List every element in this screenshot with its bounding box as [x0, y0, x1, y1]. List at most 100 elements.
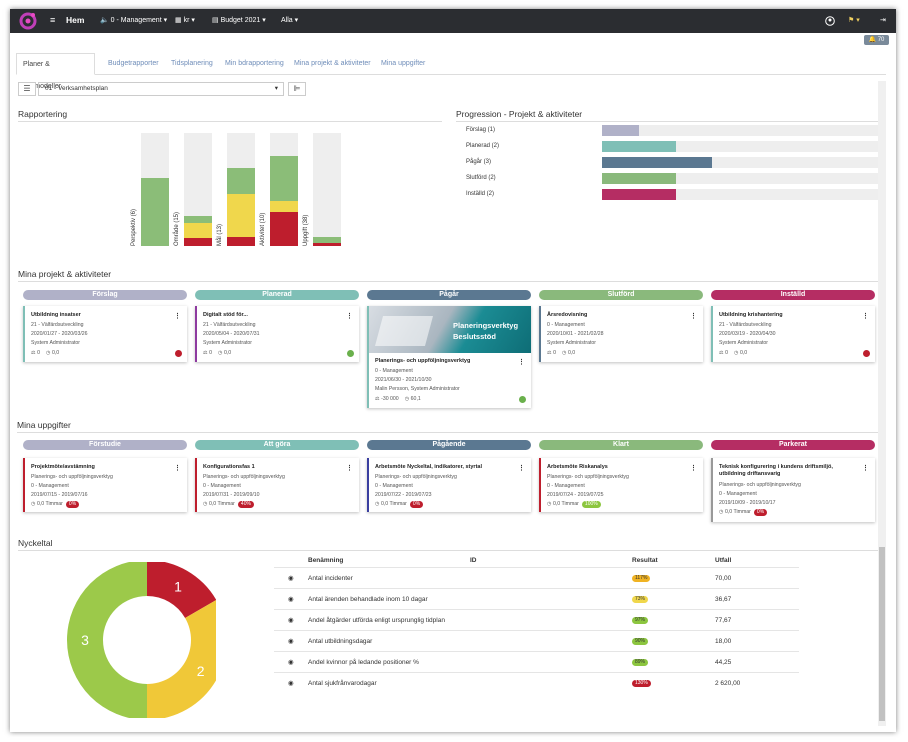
currency-menu[interactable]: ▦ kr ▾: [175, 17, 195, 24]
task-card[interactable]: ⋮ Projektmöte/avstämning Planerings- och u…: [23, 458, 187, 512]
progression-bar-fill: [602, 141, 676, 152]
eye-icon[interactable]: ◉: [288, 575, 294, 582]
eye-icon[interactable]: ◉: [288, 617, 294, 624]
tab-tidsplanering[interactable]: Tidsplanering: [171, 60, 213, 67]
report-bar[interactable]: [184, 133, 212, 246]
filter-icon[interactable]: ☰: [18, 82, 36, 96]
donut-slice[interactable]: [147, 562, 216, 618]
eye-icon[interactable]: ◉: [288, 680, 294, 687]
report-bar-red-segment: [227, 237, 255, 246]
kpi-row[interactable]: ◉ Antal ärenden behandlade inom 10 dagar 7…: [274, 588, 799, 609]
more-options-icon[interactable]: ⋮: [690, 465, 697, 472]
card-hours: 0,0 Timmar: [380, 501, 407, 507]
report-bar[interactable]: [227, 133, 255, 246]
eye-icon[interactable]: ◉: [288, 638, 294, 645]
kpi-row[interactable]: ◉ Antal incidenter 117% 70,00: [274, 567, 799, 588]
tree-view-icon[interactable]: ⊫: [288, 82, 306, 96]
tab-mina-uppgifter[interactable]: Mina uppgifter: [381, 60, 426, 67]
kpi-outcome: 44,25: [715, 659, 732, 666]
card-title[interactable]: Teknisk konfigurering i kundens driftsmi…: [719, 464, 833, 477]
report-bar-green-segment: [270, 155, 298, 201]
kpi-row[interactable]: ◉ Antal sjukfrånvarodagar 130% 2 620,00: [274, 672, 799, 693]
report-bar[interactable]: [270, 133, 298, 246]
more-options-icon[interactable]: ⋮: [518, 359, 525, 366]
kpi-row[interactable]: ◉ Antal utbildningsdagar 90% 18,00: [274, 630, 799, 651]
task-card[interactable]: ⋮ Arbetsmöte Nyckeltal, indikatorer, styr…: [367, 458, 531, 512]
card-title[interactable]: Utbildning krishantering: [719, 312, 783, 318]
management-menu[interactable]: 🔈 0 - Management ▾: [100, 17, 168, 24]
more-options-icon[interactable]: ⋮: [862, 313, 869, 320]
card-unit: 0 - Management: [547, 483, 585, 489]
progression-bar-fill: [602, 125, 639, 136]
tab-budgetrapporter[interactable]: Budgetrapporter: [108, 60, 159, 67]
hamburger-menu-icon[interactable]: ≡: [50, 15, 56, 25]
tab-planer[interactable]: Planer & styrmodeller: [16, 53, 95, 90]
card-title[interactable]: Konfigurationsfas 1: [203, 464, 255, 470]
app-logo-icon[interactable]: [18, 11, 38, 31]
tab-min-rapportering[interactable]: Min bdrapportering: [225, 60, 284, 67]
card-title[interactable]: Digitalt stöd för...: [203, 312, 248, 318]
card-subtitle: 21 - Välfärdsutveckling: [31, 322, 84, 328]
card-title[interactable]: Planerings- och uppföljningsverktyg: [375, 358, 471, 364]
task-card[interactable]: ⋮ Teknisk konfigurering i kundens driftsm…: [711, 458, 875, 522]
project-card[interactable]: ⋮ Årsredovisning 0 - Management 2020/10/01 …: [539, 306, 703, 362]
report-bar[interactable]: [313, 133, 341, 246]
progression-bar[interactable]: [602, 125, 878, 136]
plan-select-value: 01 - Verksamhetsplan: [45, 85, 108, 92]
kpi-row[interactable]: ◉ Andel kvinnor på ledande positioner % 89…: [274, 651, 799, 672]
more-options-icon[interactable]: ⋮: [346, 465, 353, 472]
notification-badge[interactable]: 🔔 70: [864, 35, 889, 45]
budget-menu[interactable]: ▤ Budget 2021 ▾: [212, 17, 266, 24]
nyckeltal-donut-chart: 1 2 3: [67, 562, 216, 718]
more-options-icon[interactable]: ⋮: [862, 465, 869, 472]
more-options-icon[interactable]: ⋮: [346, 313, 353, 320]
donut-slice[interactable]: [147, 600, 216, 718]
app-window: ≡ Hem 🔈 0 - Management ▾ ▦ kr ▾ ▤ Budget…: [10, 9, 896, 732]
progression-bar[interactable]: [602, 157, 878, 168]
task-card[interactable]: ⋮ Arbetsmöte Riskanalys Planerings- och up…: [539, 458, 703, 512]
card-title[interactable]: Projektmöte/avstämning: [31, 464, 95, 470]
donut-slice[interactable]: [67, 562, 147, 718]
more-options-icon[interactable]: ⋮: [518, 465, 525, 472]
project-card[interactable]: ⋮ Utbildning insatser 21 - Välfärdsutveckl…: [23, 306, 187, 362]
progression-bar[interactable]: [602, 141, 878, 152]
project-card[interactable]: ⋮ Utbildning krishantering 21 - Välfärdsut…: [711, 306, 875, 362]
card-title[interactable]: Årsredovisning: [547, 312, 588, 318]
clock-icon: ◷: [547, 501, 553, 507]
project-card[interactable]: ⋮ Planeringsverktyg Beslutsstöd Planerings-…: [367, 306, 531, 408]
report-bar[interactable]: [141, 133, 169, 246]
scale-icon: ⚖: [31, 350, 38, 356]
progression-bar[interactable]: [602, 173, 878, 184]
logout-icon[interactable]: ⇥: [880, 17, 886, 24]
scrollbar[interactable]: [878, 81, 886, 726]
card-dates: 2021/06/30 - 2021/10/30: [375, 377, 432, 383]
tab-mina-projekt[interactable]: Mina projekt & aktiviteter: [294, 60, 371, 67]
card-hours-row: ◷ 0,0 Timmar 0%: [719, 509, 768, 516]
eye-icon[interactable]: ◉: [288, 659, 294, 666]
card-subtitle: 21 - Välfärdsutveckling: [719, 322, 772, 328]
card-hours: 0,0 Timmar: [208, 501, 235, 507]
card-title[interactable]: Utbildning insatser: [31, 312, 81, 318]
filter-menu[interactable]: Alla ▾: [281, 17, 299, 24]
language-flag-icon[interactable]: ⚑ ▾: [848, 17, 860, 24]
card-metric-b: 0,0: [739, 350, 748, 356]
scrollbar-thumb[interactable]: [879, 547, 885, 721]
kpi-row[interactable]: ◉ Andel åtgärder utförda enligt ursprungl…: [274, 609, 799, 630]
scale-icon: ⚖: [719, 350, 726, 356]
card-title[interactable]: Arbetsmöte Riskanalys: [547, 464, 608, 470]
brand-home-link[interactable]: Hem: [66, 15, 85, 25]
divider: [456, 121, 878, 122]
card-metric-a: -30 000: [381, 396, 399, 402]
more-options-icon[interactable]: ⋮: [174, 465, 181, 472]
more-options-icon[interactable]: ⋮: [174, 313, 181, 320]
more-options-icon[interactable]: ⋮: [690, 313, 697, 320]
management-menu-label: 0 - Management: [110, 17, 162, 24]
project-card[interactable]: ⋮ Digitalt stöd för... 21 - Välfärdsutveck…: [195, 306, 359, 362]
report-bar-red-segment: [270, 212, 298, 246]
user-icon[interactable]: [825, 16, 835, 26]
eye-icon[interactable]: ◉: [288, 596, 294, 603]
task-card[interactable]: ⋮ Konfigurationsfas 1 Planerings- och uppf…: [195, 458, 359, 512]
card-title[interactable]: Arbetsmöte Nyckeltal, indikatorer, styrt…: [375, 464, 482, 470]
plan-select[interactable]: 01 - Verksamhetsplan ▾: [38, 82, 284, 96]
progression-bar[interactable]: [602, 189, 878, 200]
